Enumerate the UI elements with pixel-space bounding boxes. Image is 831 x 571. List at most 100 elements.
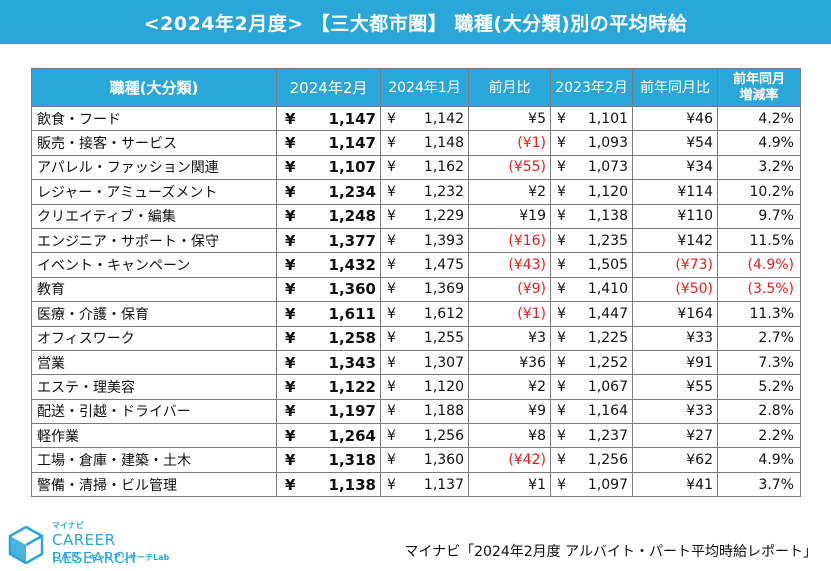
- cell-yoy: ¥33: [632, 325, 718, 351]
- cell-yoy: ¥41: [632, 471, 718, 498]
- cell-feb2023: ¥1,505: [550, 252, 633, 278]
- cell-feb2024-value: 1,147: [328, 109, 376, 128]
- cell-yoy: ¥110: [632, 203, 718, 229]
- yen-symbol: ¥: [387, 281, 396, 298]
- cell-feb2024-value: 1,147: [328, 134, 376, 153]
- cell-mom: (¥1): [468, 130, 551, 156]
- cell-mom: ¥2: [468, 374, 551, 400]
- cell-feb2023: ¥1,138: [550, 203, 633, 229]
- cell-jan2024-value: 1,229: [423, 208, 464, 225]
- cell-jan2024: ¥1,307: [380, 349, 469, 376]
- cell-yoy-rate: 11.3%: [717, 301, 801, 327]
- logo-lab-text: LAB: [52, 550, 82, 564]
- cell-jan2024: ¥1,188: [380, 398, 469, 425]
- table-row: 教育 ¥1,360 ¥1,369 (¥9) ¥1,410 (¥50) (3.5%): [31, 276, 801, 303]
- cell-category: 医療・介護・保育: [31, 301, 277, 327]
- cell-feb2023-value: 1,138: [587, 208, 628, 225]
- cell-jan2024: ¥1,475: [380, 252, 469, 278]
- cell-yoy: (¥50): [632, 276, 718, 303]
- cell-jan2024-value: 1,307: [423, 354, 464, 371]
- cell-yoy-rate: 9.7%: [717, 203, 801, 229]
- cell-yoy-rate: (4.9%): [717, 252, 801, 278]
- cell-yoy: ¥46: [632, 105, 718, 132]
- cell-jan2024: ¥1,229: [380, 203, 469, 229]
- cell-jan2024: ¥1,148: [380, 130, 469, 156]
- cell-jan2024: ¥1,393: [380, 227, 469, 254]
- cell-feb2023: ¥1,101: [550, 105, 633, 132]
- cell-feb2023: ¥1,093: [550, 130, 633, 156]
- cell-yoy-rate: 11.5%: [717, 227, 801, 254]
- yen-symbol: ¥: [387, 476, 396, 493]
- wage-table-container: 職種(大分類) 2024年2月 2024年1月 前月比 2023年2月 前年同月…: [31, 68, 801, 498]
- table-body: 飲食・フード ¥1,147 ¥1,142 ¥5 ¥1,101 ¥46 4.2% 販売・接客・サ…: [31, 105, 801, 498]
- cell-yoy-rate: (3.5%): [717, 276, 801, 303]
- cell-jan2024-value: 1,369: [423, 281, 464, 298]
- cell-feb2024-value: 1,318: [328, 451, 376, 470]
- cell-category: 飲食・フード: [31, 105, 277, 132]
- cell-feb2024: ¥1,138: [276, 471, 381, 498]
- yen-symbol: ¥: [285, 280, 296, 299]
- cell-feb2024: ¥1,611: [276, 301, 381, 327]
- table-row: エンジニア・サポート・保守 ¥1,377 ¥1,393 (¥16) ¥1,235 ¥142…: [31, 227, 801, 254]
- cell-jan2024: ¥1,256: [380, 423, 469, 449]
- cell-yoy: ¥33: [632, 398, 718, 425]
- cell-yoy: ¥164: [632, 301, 718, 327]
- yen-symbol: ¥: [285, 329, 296, 348]
- cell-yoy: ¥91: [632, 349, 718, 376]
- page-title: <2024年2月度> 【三大都市圏】 職種(大分類)別の平均時給: [0, 0, 831, 44]
- yen-symbol: ¥: [557, 110, 566, 127]
- cell-feb2023-value: 1,093: [587, 135, 628, 152]
- cell-jan2024-value: 1,137: [423, 476, 464, 493]
- cell-jan2024-value: 1,188: [423, 403, 464, 420]
- cell-mom: (¥1): [468, 301, 551, 327]
- cell-feb2024-value: 1,360: [328, 280, 376, 299]
- yen-symbol: ¥: [557, 330, 566, 347]
- yen-symbol: ¥: [387, 183, 396, 200]
- cell-feb2023: ¥1,120: [550, 179, 633, 205]
- career-research-lab-logo: マイナビ CAREER RESEARCH LAB キャリアリサーチLab: [6, 520, 186, 568]
- table-row: エステ・理美容 ¥1,122 ¥1,120 ¥2 ¥1,067 ¥55 5.2%: [31, 374, 801, 400]
- cell-feb2023: ¥1,237: [550, 423, 633, 449]
- cell-feb2023: ¥1,256: [550, 447, 633, 473]
- table-header-row: 職種(大分類) 2024年2月 2024年1月 前月比 2023年2月 前年同月…: [31, 68, 801, 107]
- cell-mom: ¥8: [468, 423, 551, 449]
- cell-yoy-rate: 10.2%: [717, 179, 801, 205]
- header-jan2024: 2024年1月: [380, 68, 469, 107]
- table-row: アパレル・ファッション関連 ¥1,107 ¥1,162 (¥55) ¥1,073 ¥34 3…: [31, 154, 801, 181]
- yen-symbol: ¥: [387, 305, 396, 322]
- cell-feb2024: ¥1,343: [276, 349, 381, 376]
- cell-jan2024: ¥1,612: [380, 301, 469, 327]
- cell-feb2024: ¥1,258: [276, 325, 381, 351]
- cell-feb2023: ¥1,225: [550, 325, 633, 351]
- yen-symbol: ¥: [285, 134, 296, 153]
- cell-yoy: ¥142: [632, 227, 718, 254]
- cell-feb2024-value: 1,343: [328, 353, 376, 372]
- cell-jan2024: ¥1,120: [380, 374, 469, 400]
- yen-symbol: ¥: [557, 378, 566, 395]
- cell-feb2024-value: 1,258: [328, 329, 376, 348]
- yen-symbol: ¥: [387, 232, 396, 249]
- cell-feb2023-value: 1,256: [587, 452, 628, 469]
- cell-feb2023-value: 1,067: [587, 378, 628, 395]
- cell-feb2024: ¥1,147: [276, 130, 381, 156]
- yen-symbol: ¥: [285, 109, 296, 128]
- cell-feb2023: ¥1,067: [550, 374, 633, 400]
- cell-mom: ¥36: [468, 349, 551, 376]
- yen-symbol: ¥: [387, 427, 396, 444]
- cell-feb2023-value: 1,101: [587, 110, 628, 127]
- yen-symbol: ¥: [557, 135, 566, 152]
- cell-category: アパレル・ファッション関連: [31, 154, 277, 181]
- cell-feb2023-value: 1,097: [587, 476, 628, 493]
- cell-feb2023: ¥1,235: [550, 227, 633, 254]
- cell-feb2024: ¥1,107: [276, 154, 381, 181]
- wage-table: 職種(大分類) 2024年2月 2024年1月 前月比 2023年2月 前年同月…: [31, 68, 801, 498]
- cell-yoy-rate: 2.7%: [717, 325, 801, 351]
- cell-feb2023-value: 1,505: [587, 257, 628, 274]
- cell-yoy: ¥27: [632, 423, 718, 449]
- yen-symbol: ¥: [387, 159, 396, 176]
- header-category: 職種(大分類): [31, 68, 277, 107]
- cell-jan2024-value: 1,232: [423, 183, 464, 200]
- cell-yoy: (¥73): [632, 252, 718, 278]
- yen-symbol: ¥: [285, 182, 296, 201]
- table-row: イベント・キャンペーン ¥1,432 ¥1,475 (¥43) ¥1,505 (¥73)(…: [31, 252, 801, 278]
